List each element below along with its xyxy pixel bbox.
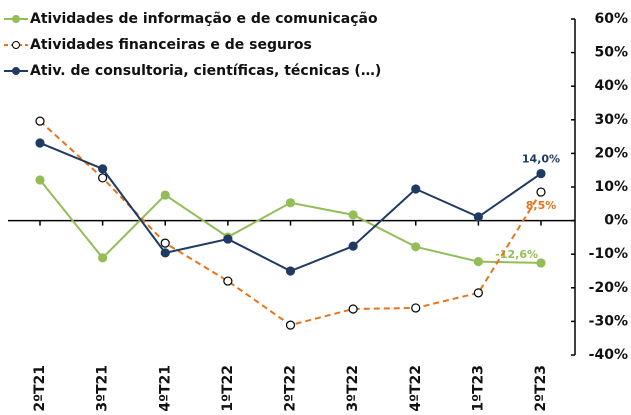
legend-label: Atividades de informação e de comunicaçã… <box>30 11 378 27</box>
value-label: 8,5% <box>526 199 557 212</box>
value-label: 14,0% <box>522 153 560 166</box>
point <box>98 164 108 174</box>
point <box>98 173 108 183</box>
value-label: -12,6% <box>495 248 538 261</box>
point <box>473 256 483 267</box>
y-tick-label: -10% <box>589 246 628 262</box>
y-tick-label: 0% <box>604 213 628 229</box>
legend-marker <box>12 41 20 49</box>
y-tick-label: 50% <box>594 45 628 61</box>
x-tick-label: 3ºT21 <box>95 365 111 412</box>
point <box>348 210 358 220</box>
point <box>223 276 233 286</box>
x-tick-label: 1ºT23 <box>470 365 486 412</box>
point <box>285 320 296 330</box>
legend-label: Ativ. de consultoria, científicas, técni… <box>30 63 381 79</box>
point <box>411 242 421 252</box>
point <box>473 288 483 298</box>
y-tick-label: -40% <box>589 347 628 363</box>
point <box>348 304 358 314</box>
x-tick-label: 1ºT22 <box>220 365 236 412</box>
y-tick-label: -20% <box>589 280 628 296</box>
x-tick-label: 4ºT22 <box>408 365 424 412</box>
y-tick-label: 60% <box>594 11 628 27</box>
point <box>411 303 421 313</box>
legend-marker <box>12 15 20 23</box>
y-tick-label: 10% <box>594 179 628 195</box>
point <box>536 258 546 268</box>
y-tick-label: 40% <box>594 78 628 94</box>
x-tick-label: 2ºT22 <box>283 365 299 412</box>
x-tick-label: 3ºT22 <box>345 365 361 412</box>
point <box>285 198 296 208</box>
point <box>411 184 421 194</box>
point <box>536 168 546 179</box>
legend-marker <box>12 67 20 75</box>
point <box>285 266 296 276</box>
x-tick-label: 4ºT21 <box>157 365 173 412</box>
point <box>160 248 170 258</box>
y-tick-label: 30% <box>594 112 628 128</box>
legend-label: Atividades financeiras e de seguros <box>30 37 312 53</box>
y-tick-label: 20% <box>594 145 628 161</box>
point <box>35 138 45 148</box>
point <box>35 175 45 185</box>
x-tick-label: 2ºT21 <box>32 365 48 412</box>
point <box>160 238 170 248</box>
x-tick-label: 2ºT23 <box>533 365 549 412</box>
point <box>98 253 108 263</box>
point <box>536 187 546 197</box>
point <box>223 234 233 244</box>
y-tick-label: -30% <box>589 313 628 329</box>
point <box>473 212 483 222</box>
point <box>35 116 45 126</box>
point <box>160 190 170 200</box>
point <box>348 241 358 251</box>
